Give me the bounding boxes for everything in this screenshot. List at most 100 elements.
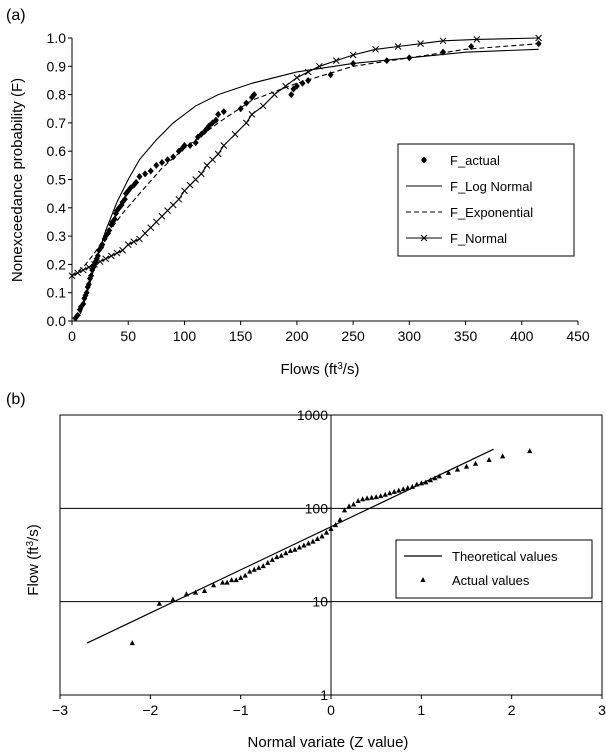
b-point-triangle [378,493,384,499]
b-xtick-label: 3 [598,702,606,718]
a-legend-box [397,143,575,257]
a-point-diamond [383,57,390,65]
a-point-x [304,68,312,76]
b-point-triangle [445,469,452,475]
b-point-triangle [170,596,176,602]
b-point-triangle [265,559,271,565]
chart-b-ylabel: Flow (ft3/s) [25,524,43,595]
chart-a-ylabel: Nonexceedance probability (F) [9,78,26,282]
a-point-x [197,170,205,178]
b-point-triangle [251,566,257,572]
a-point-x [68,272,76,280]
a-ytick-label: 0.1 [47,285,67,301]
a-xtick-label: 250 [341,328,365,344]
b-point-triangle [238,574,244,580]
chart-a-legend: F_actual F_Log Normal F_Exponential F_Norma… [397,143,575,257]
a-point-diamond [251,91,258,99]
b-point-triangle [183,591,190,597]
a-point-x [203,161,211,169]
a-point-diamond [121,195,128,203]
a-point-x [91,261,98,268]
a-point-diamond [243,99,250,107]
a-ytick-label: 0.6 [47,143,67,159]
b-point-triangle [355,497,361,503]
b-point-triangle [201,588,208,594]
a-point-diamond [136,173,143,181]
b-point-triangle [432,475,438,481]
b-point-triangle [346,503,352,509]
b-point-triangle [423,479,429,485]
b-point-triangle [414,481,420,487]
a-point-x [74,269,81,277]
a-xtick-label: 450 [566,328,590,344]
b-point-triangle [242,572,248,578]
b-point-triangle [192,589,199,595]
a-point-diamond [299,79,306,87]
a-point-diamond [106,226,113,234]
a-xtick-label: 400 [510,328,534,344]
a-point-diamond [220,108,227,116]
a-point-x [214,150,222,158]
a-point-diamond [421,156,427,164]
a-ytick-label: 0.8 [47,87,67,103]
a-point-x [119,246,126,254]
b-xtick-label: 0 [327,702,335,718]
a-point-x [175,195,183,203]
a-legend-label: F_Normal [450,231,507,246]
b-point-triangle [360,496,366,502]
a-xtick-label: 150 [229,328,253,344]
chart-a-xlabel: Flows (ft3/s) [281,361,360,379]
b-ytick-label: 100 [305,500,329,516]
b-point-triangle [486,456,492,462]
a-point-diamond [147,167,154,175]
a-point-x [316,62,323,70]
a-point-x [102,255,110,263]
a-point-x [96,258,104,265]
b-point-triangle [292,546,298,552]
a-point-diamond [74,311,81,319]
b-point-triangle [301,542,307,548]
b-ytick-label: 10 [312,594,328,610]
b-point-triangle [328,526,334,532]
chart-b-series [86,448,533,646]
b-point-triangle [310,538,316,544]
b-point-triangle [409,483,415,489]
b-point-triangle [373,494,379,500]
b-point-triangle [337,516,343,522]
a-point-x [209,156,216,164]
a-series-line-f-exponential [71,43,539,277]
chart-b-legend: Theoretical values Actual values [395,539,593,599]
a-point-x [79,266,87,274]
a-ytick-label: 0.4 [47,200,67,216]
b-point-triangle [229,577,235,583]
b-legend-label: Theoretical values [452,549,558,564]
a-legend-label: F_actual [450,153,500,168]
a-point-diamond [288,91,295,99]
b-point-triangle [341,507,348,513]
a-xtick-label: 100 [173,328,197,344]
b-point-triangle [454,466,461,472]
b-point-triangle [500,453,506,459]
a-point-diamond [212,116,219,124]
b-point-triangle [220,579,226,585]
a-point-diamond [133,178,140,186]
a-point-x [372,45,379,53]
a-point-x [113,249,121,257]
a-point-x [332,57,340,64]
a-point-x [152,218,160,226]
a-xtick-label: 50 [120,328,136,344]
a-point-x [349,51,357,59]
b-point-triangle [472,460,479,466]
a-point-x [293,74,301,81]
a-ytick-label: 0.3 [47,228,67,244]
a-point-x [147,224,155,231]
a-point-x [181,187,188,195]
a-point-x [124,241,132,248]
b-point-triangle [420,577,426,582]
a-point-x [220,142,228,149]
b-point-triangle [350,501,357,507]
chart-a-axes: 0.0 0.1 0.2 0.3 0.4 0.5 0.6 0.7 0.8 0.9 1.0 0 50 100 1… [47,30,590,344]
a-point-x [192,176,200,183]
